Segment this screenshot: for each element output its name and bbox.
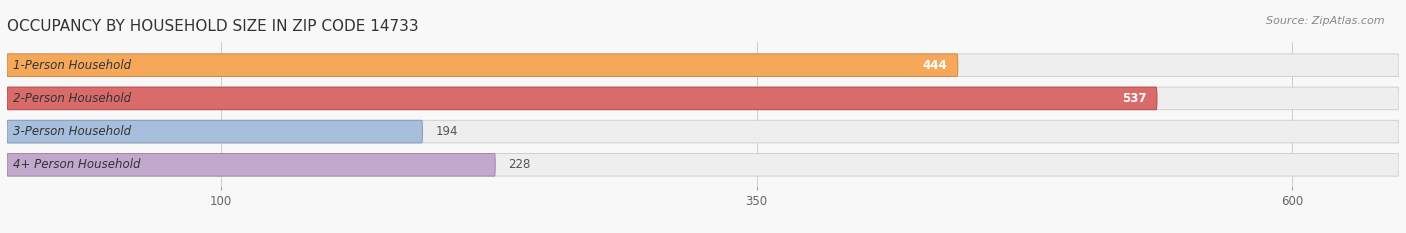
FancyBboxPatch shape bbox=[7, 154, 1399, 176]
FancyBboxPatch shape bbox=[7, 87, 1399, 110]
Text: 228: 228 bbox=[508, 158, 530, 171]
FancyBboxPatch shape bbox=[7, 87, 1157, 110]
Text: 444: 444 bbox=[922, 59, 948, 72]
FancyBboxPatch shape bbox=[7, 120, 1399, 143]
Text: 3-Person Household: 3-Person Household bbox=[13, 125, 131, 138]
FancyBboxPatch shape bbox=[7, 54, 1399, 76]
FancyBboxPatch shape bbox=[7, 154, 495, 176]
Text: 537: 537 bbox=[1122, 92, 1146, 105]
Text: 2-Person Household: 2-Person Household bbox=[13, 92, 131, 105]
Text: 4+ Person Household: 4+ Person Household bbox=[13, 158, 141, 171]
Text: 194: 194 bbox=[436, 125, 458, 138]
Text: 1-Person Household: 1-Person Household bbox=[13, 59, 131, 72]
FancyBboxPatch shape bbox=[7, 120, 422, 143]
FancyBboxPatch shape bbox=[7, 54, 957, 76]
Text: OCCUPANCY BY HOUSEHOLD SIZE IN ZIP CODE 14733: OCCUPANCY BY HOUSEHOLD SIZE IN ZIP CODE … bbox=[7, 19, 419, 34]
Text: Source: ZipAtlas.com: Source: ZipAtlas.com bbox=[1267, 16, 1385, 26]
